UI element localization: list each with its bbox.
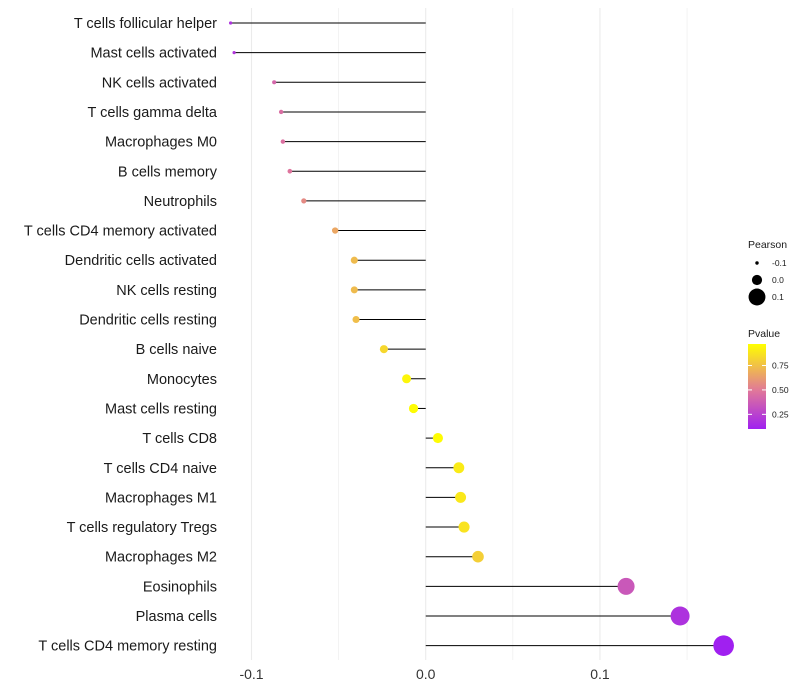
point-15 [453, 462, 465, 474]
lollipop-stems [230, 22, 724, 647]
legend-size-dot-2 [748, 288, 766, 306]
y-label-19: Eosinophils [143, 579, 217, 595]
y-label-21: T cells CD4 memory resting [38, 639, 217, 655]
legend-size-dot-0 [755, 261, 759, 265]
point-19 [617, 577, 635, 595]
point-18 [472, 550, 484, 563]
y-label-15: T cells CD4 naive [104, 461, 217, 477]
y-label-8: Dendritic cells activated [65, 253, 217, 269]
legend-color-ticks: 0.75 0.50 0.25 [748, 360, 789, 419]
y-label-7: T cells CD4 memory activated [24, 224, 217, 240]
y-axis-labels: T cells follicular helper Mast cells acti… [24, 16, 218, 655]
y-label-3: T cells gamma delta [88, 105, 218, 121]
legend-color-label-1: 0.50 [772, 385, 789, 395]
y-label-1: Mast cells activated [90, 46, 217, 62]
legend-size-dot-1 [751, 274, 763, 286]
legend-size-label-2: 0.1 [772, 292, 784, 302]
point-6 [301, 198, 307, 204]
point-0 [229, 21, 233, 25]
point-1 [232, 51, 236, 55]
y-label-10: Dendritic cells resting [79, 313, 217, 329]
point-3 [278, 109, 284, 115]
legend-size-title: Pearson [748, 239, 787, 251]
legend-colorbar [748, 344, 766, 429]
legend-size-entries: -0.1 0.0 0.1 [748, 258, 787, 306]
y-label-18: Macrophages M2 [105, 550, 217, 566]
point-17 [458, 521, 470, 533]
point-13 [408, 403, 419, 414]
x-tick-label-2: 0.1 [590, 666, 610, 682]
y-label-20: Plasma cells [136, 609, 217, 625]
y-label-4: Macrophages M0 [105, 135, 217, 151]
y-label-16: Macrophages M1 [105, 490, 217, 506]
point-8 [350, 256, 358, 264]
legend-color-title: Pvalue [748, 328, 780, 340]
y-label-11: B cells naive [136, 342, 217, 358]
legend-color-label-2: 0.25 [772, 409, 789, 419]
legend-color-label-0: 0.75 [772, 360, 789, 370]
y-label-12: Monocytes [147, 372, 217, 388]
point-16 [455, 491, 467, 503]
point-11 [379, 345, 388, 354]
x-axis-tick-labels: -0.1 0.0 0.1 [239, 666, 609, 682]
y-label-6: Neutrophils [144, 194, 217, 210]
point-5 [287, 168, 293, 174]
legend-size-label-0: -0.1 [772, 258, 787, 268]
y-label-5: B cells memory [118, 164, 218, 180]
point-9 [350, 286, 358, 294]
point-10 [352, 315, 360, 324]
grid-lines [250, 8, 688, 660]
point-7 [331, 227, 339, 234]
lollipop-points [229, 21, 734, 656]
y-label-17: T cells regulatory Tregs [67, 520, 217, 536]
point-14 [432, 433, 443, 444]
y-label-2: NK cells activated [102, 75, 217, 91]
y-label-14: T cells CD8 [142, 431, 217, 447]
x-tick-label-0: -0.1 [239, 666, 263, 682]
x-tick-label-1: 0.0 [416, 666, 436, 682]
point-12 [402, 374, 412, 384]
y-label-9: NK cells resting [116, 283, 217, 299]
point-4 [280, 139, 286, 144]
legend: Pearson -0.1 0.0 0.1 Pvalue 0.75 0.50 0.25 [748, 239, 789, 429]
point-20 [670, 606, 690, 626]
y-label-0: T cells follicular helper [74, 16, 217, 32]
point-21 [713, 635, 734, 656]
legend-size-label-1: 0.0 [772, 275, 784, 285]
y-label-13: Mast cells resting [105, 401, 217, 417]
point-2 [272, 80, 277, 85]
